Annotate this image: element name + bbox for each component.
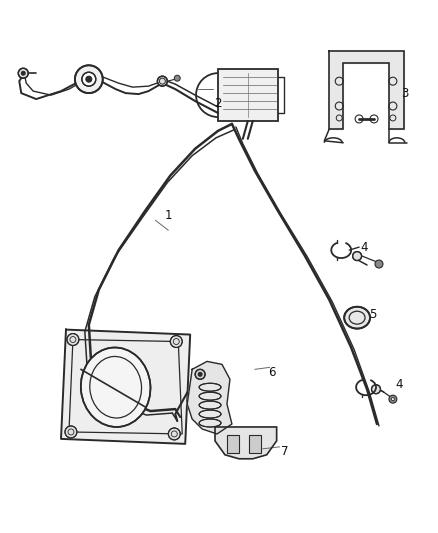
Text: 2: 2 bbox=[214, 96, 222, 110]
Circle shape bbox=[198, 373, 202, 376]
Circle shape bbox=[371, 385, 381, 394]
Circle shape bbox=[170, 336, 182, 348]
Circle shape bbox=[174, 75, 180, 81]
Text: 3: 3 bbox=[401, 86, 409, 100]
Text: 4: 4 bbox=[360, 240, 368, 254]
Text: 6: 6 bbox=[268, 366, 276, 379]
Circle shape bbox=[86, 76, 92, 82]
Bar bbox=[249, 435, 261, 453]
Circle shape bbox=[82, 72, 96, 86]
Circle shape bbox=[392, 398, 394, 401]
Ellipse shape bbox=[199, 401, 221, 409]
Circle shape bbox=[21, 71, 25, 75]
Circle shape bbox=[389, 395, 397, 403]
Circle shape bbox=[67, 334, 79, 345]
Polygon shape bbox=[61, 329, 190, 444]
Circle shape bbox=[168, 428, 180, 440]
Ellipse shape bbox=[81, 348, 151, 427]
Text: 7: 7 bbox=[281, 445, 288, 458]
Bar bbox=[218, 69, 278, 121]
Ellipse shape bbox=[199, 410, 221, 418]
Circle shape bbox=[195, 369, 205, 379]
Text: 4: 4 bbox=[395, 378, 403, 391]
Polygon shape bbox=[329, 51, 404, 129]
Ellipse shape bbox=[199, 383, 221, 391]
Polygon shape bbox=[215, 427, 277, 459]
Circle shape bbox=[157, 76, 167, 86]
Ellipse shape bbox=[199, 392, 221, 400]
Circle shape bbox=[18, 68, 28, 78]
Text: 5: 5 bbox=[369, 308, 377, 321]
Circle shape bbox=[353, 252, 362, 261]
Circle shape bbox=[75, 65, 103, 93]
Text: 1: 1 bbox=[165, 209, 172, 222]
Ellipse shape bbox=[344, 307, 370, 329]
Ellipse shape bbox=[199, 419, 221, 427]
Circle shape bbox=[65, 426, 77, 438]
Bar bbox=[227, 435, 239, 453]
Polygon shape bbox=[187, 361, 232, 434]
Circle shape bbox=[375, 260, 383, 268]
